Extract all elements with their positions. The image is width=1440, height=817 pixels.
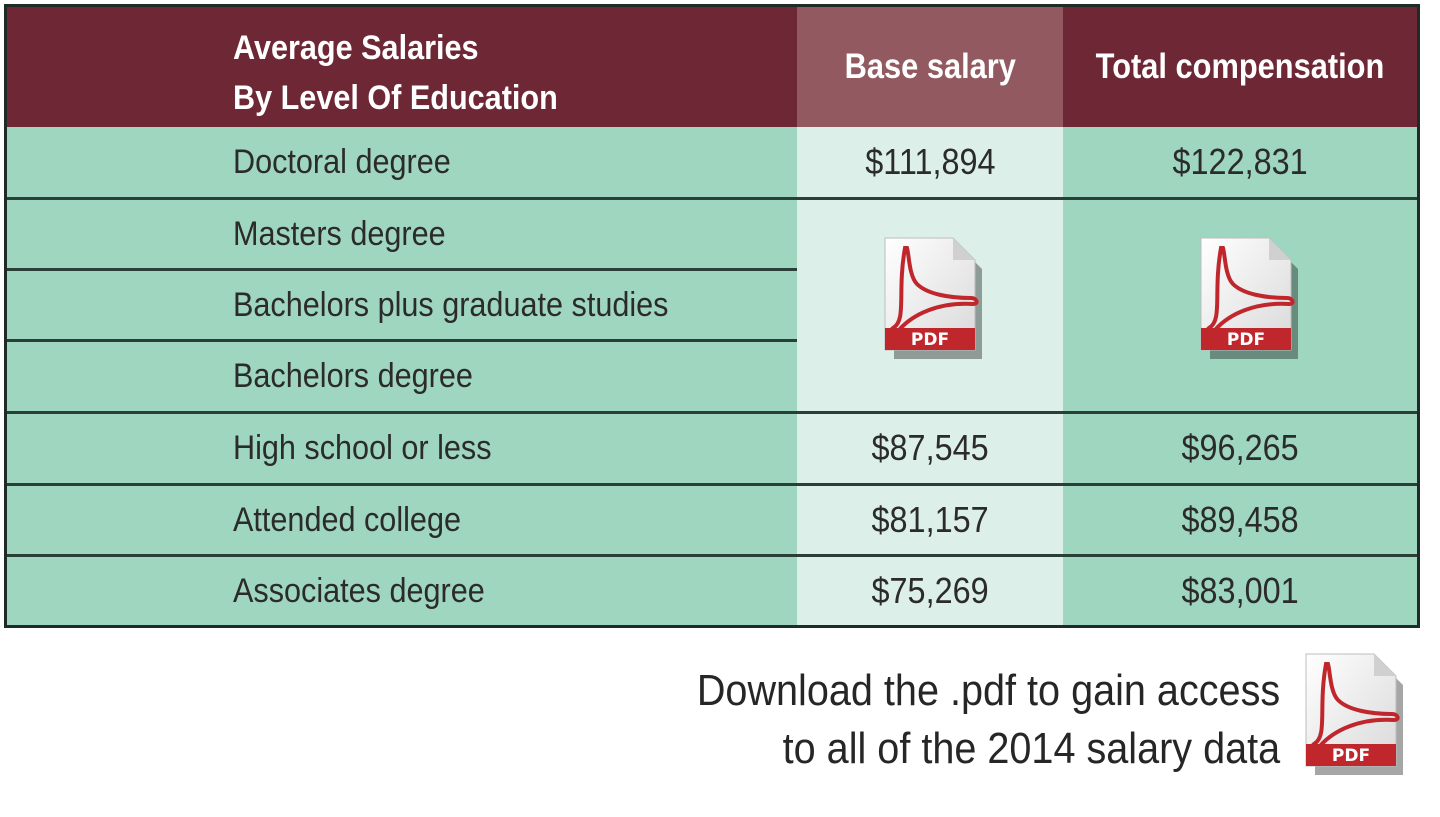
download-prompt: Download the .pdf to gain access to all …	[632, 662, 1280, 778]
cell-total-doctoral-degree: $122,831	[1172, 141, 1308, 182]
row-label-attended-college: Attended college	[233, 500, 461, 539]
table-grid: Average Salaries By Level Of Education B…	[7, 7, 1417, 625]
row-label-doctoral-degree: Doctoral degree	[233, 142, 451, 181]
svg-text:PDF: PDF	[1227, 330, 1265, 350]
svg-text:PDF: PDF	[911, 330, 949, 350]
cell-total-attended-college: $89,458	[1181, 499, 1299, 540]
pdf-download-icon[interactable]: PDF	[1300, 648, 1404, 778]
row-divider	[7, 339, 797, 342]
download-prompt-line2: to all of the 2014 salary data	[782, 724, 1280, 773]
row-label-masters-degree: Masters degree	[233, 214, 446, 253]
base-salary-column-background	[797, 127, 1063, 625]
pdf-file-icon[interactable]: PDF	[1195, 232, 1299, 362]
row-label-high-school: High school or less	[233, 428, 492, 467]
salary-table: Average Salaries By Level Of Education B…	[4, 4, 1420, 628]
row-label-bachelors-degree: Bachelors degree	[233, 356, 473, 395]
row-divider	[7, 554, 1417, 557]
pdf-file-icon[interactable]: PDF	[879, 232, 983, 362]
svg-text:PDF: PDF	[1332, 746, 1370, 766]
column-header-total-compensation: Total compensation	[1095, 47, 1385, 86]
column-header-base-salary: Base salary	[797, 7, 1063, 127]
row-label-associates-degree: Associates degree	[233, 571, 485, 610]
cell-total-high-school: $96,265	[1181, 427, 1299, 468]
download-prompt-line1: Download the .pdf to gain access	[696, 666, 1280, 715]
row-divider	[7, 197, 1417, 200]
row-label-bachelors-plus-graduate: Bachelors plus graduate studies	[233, 285, 669, 324]
table-title-line1: Average Salaries	[233, 29, 479, 67]
row-divider	[7, 268, 797, 271]
cell-base-associates-degree: $75,269	[871, 570, 989, 611]
row-divider	[7, 483, 1417, 486]
cell-total-associates-degree: $83,001	[1181, 570, 1299, 611]
cell-base-doctoral-degree: $111,894	[864, 141, 996, 182]
table-title: Average Salaries By Level Of Education	[233, 23, 558, 123]
cell-base-high-school: $87,545	[871, 427, 989, 468]
cell-base-attended-college: $81,157	[871, 499, 989, 540]
table-title-line2: By Level Of Education	[233, 79, 558, 117]
table-header	[7, 7, 1417, 127]
row-divider	[7, 411, 1417, 414]
